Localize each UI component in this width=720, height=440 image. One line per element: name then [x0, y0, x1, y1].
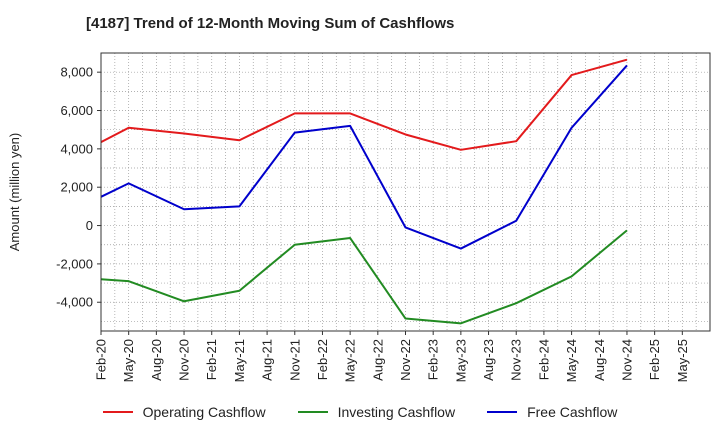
legend-item-operating: Operating Cashflow — [102, 404, 266, 420]
legend-swatch-operating — [102, 411, 133, 413]
y-tick-label: 2,000 — [60, 180, 93, 195]
legend-label-investing: Investing Cashflow — [337, 404, 456, 420]
x-tick-label: Feb-23 — [426, 339, 441, 380]
x-tick-label: May-22 — [343, 339, 358, 382]
x-tick-label: Nov-22 — [398, 339, 413, 381]
y-tick-label: 8,000 — [60, 65, 93, 80]
y-tick-layer: -4,000 -2,000 0 2,000 4,000 6,000 8,000 — [56, 65, 101, 310]
series-line-operating — [100, 58, 628, 151]
x-tick-label: Nov-21 — [287, 339, 302, 381]
x-tick-label: Feb-22 — [315, 339, 330, 380]
legend-label-free: Free Cashflow — [527, 404, 618, 420]
legend-swatch-investing — [297, 411, 328, 413]
chart-title: [4187] Trend of 12-Month Moving Sum of C… — [86, 15, 455, 32]
x-tick-label: Aug-24 — [592, 339, 607, 381]
x-tick-label: Feb-21 — [204, 339, 219, 380]
x-tick-label: Feb-25 — [647, 339, 662, 380]
y-tick-label: 6,000 — [60, 103, 93, 118]
x-tick-label: Aug-20 — [149, 339, 164, 381]
x-tick-label: Aug-23 — [481, 339, 496, 381]
x-tick-label: May-21 — [232, 339, 247, 382]
y-tick-label: 4,000 — [60, 141, 93, 156]
y-tick-label: -4,000 — [56, 295, 93, 310]
legend-item-investing: Investing Cashflow — [297, 404, 456, 420]
legend-label-operating: Operating Cashflow — [142, 404, 266, 420]
legend: Operating Cashflow Investing Cashflow Fr… — [0, 404, 720, 420]
x-tick-label: Feb-20 — [94, 339, 109, 380]
x-tick-label: May-20 — [121, 339, 136, 382]
x-tick-label: Feb-24 — [536, 339, 551, 380]
x-tick-label: Aug-21 — [260, 339, 275, 381]
series-layer — [100, 58, 628, 325]
legend-swatch-free — [487, 411, 518, 413]
y-tick-label: -2,000 — [56, 256, 93, 271]
x-tick-label: Nov-20 — [177, 339, 192, 381]
x-tick-label: May-25 — [675, 339, 690, 382]
x-tick-layer: Feb-20 May-20 Aug-20 Nov-20 Feb-21 May-21 Aug-… — [94, 331, 690, 382]
x-tick-label: Nov-24 — [619, 339, 634, 381]
x-tick-label: May-23 — [453, 339, 468, 382]
x-tick-label: Nov-23 — [509, 339, 524, 381]
grid-layer — [101, 52, 710, 331]
legend-item-free: Free Cashflow — [487, 404, 617, 420]
x-tick-label: May-24 — [564, 339, 579, 382]
series-line-free — [100, 64, 628, 250]
y-tick-label: 0 — [86, 218, 93, 233]
y-axis-label: Amount (million yen) — [7, 133, 22, 252]
x-tick-label: Aug-22 — [370, 339, 385, 381]
series-line-investing — [100, 229, 628, 325]
